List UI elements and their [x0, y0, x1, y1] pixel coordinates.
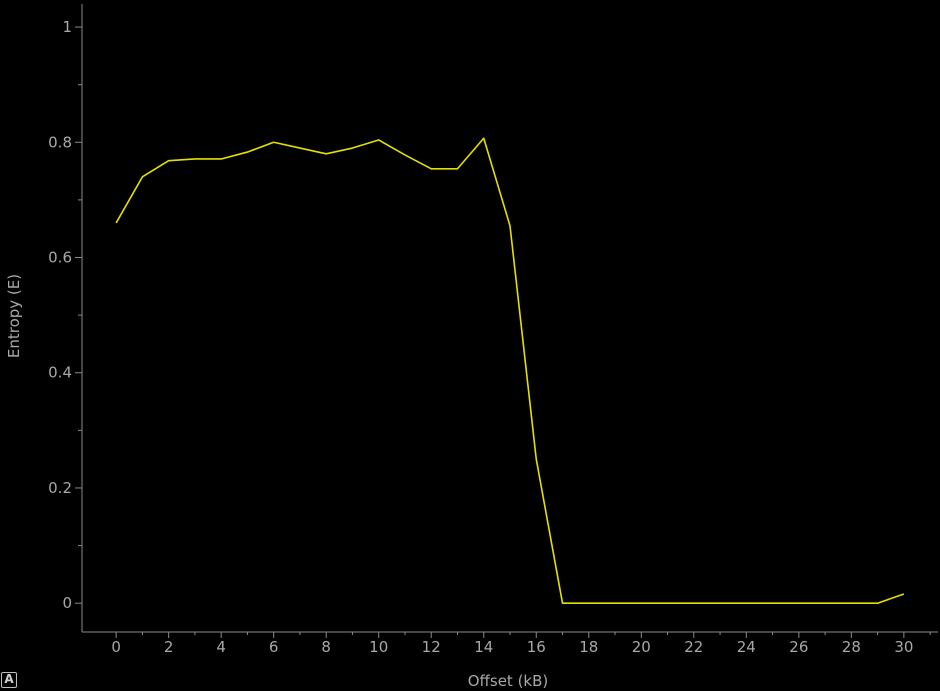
corner-badge-icon[interactable]: A	[1, 672, 17, 688]
x-tick-label: 24	[737, 638, 756, 656]
x-tick-label: 8	[321, 638, 331, 656]
x-tick-label: 14	[474, 638, 493, 656]
axes	[81, 4, 938, 633]
y-axis-title: Entropy (E)	[5, 274, 23, 358]
y-tick-label: 1	[62, 18, 72, 36]
entropy-series-line	[115, 137, 905, 604]
x-tick-label: 20	[632, 638, 651, 656]
x-tick-label: 12	[422, 638, 441, 656]
x-tick-label: 26	[789, 638, 808, 656]
x-tick-label: 10	[369, 638, 388, 656]
y-tick-label: 0.4	[48, 364, 72, 382]
y-tick-label: 0.2	[48, 479, 72, 497]
x-tick-label: 28	[842, 638, 861, 656]
x-tick-label: 6	[269, 638, 279, 656]
y-tick-label: 0	[62, 594, 72, 612]
x-tick-label: 30	[894, 638, 913, 656]
x-axis-title: Offset (kB)	[468, 672, 549, 690]
x-tick-label: 18	[579, 638, 598, 656]
x-tick-label: 2	[164, 638, 174, 656]
y-tick-label: 0.8	[48, 133, 72, 151]
x-tick-label: 16	[527, 638, 546, 656]
x-tick-label: 4	[216, 638, 226, 656]
y-tick-label: 0.6	[48, 249, 72, 267]
y-ticks: 0 0.2 0.4 0.6 0.8 1	[48, 18, 82, 612]
x-tick-label: 22	[684, 638, 703, 656]
x-tick-label: 0	[111, 638, 121, 656]
series-group	[115, 137, 905, 604]
x-ticks: 0 2 4 6 8 10 12 14 16 18 20 22 24 26 28 30	[111, 632, 931, 656]
